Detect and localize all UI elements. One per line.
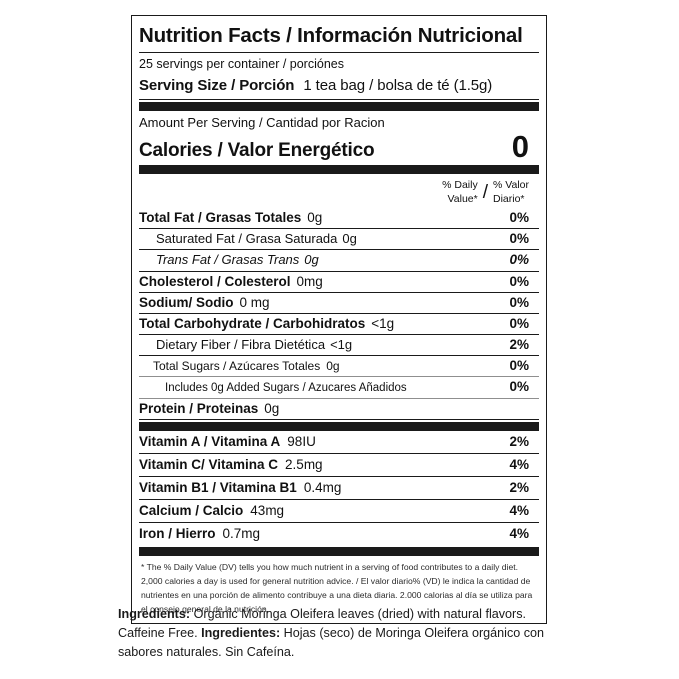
nutrient-percent: 0% [509,230,529,246]
servings-per-container: 25 servings per container / porciónes [139,56,344,71]
nutrient-percent: 0% [509,252,529,268]
vitamin-percent: 2% [509,479,529,495]
vitamin-amount: 98IU [287,433,316,449]
dv-head-line1-es: % Valor [493,179,529,192]
nutrient-amount: 0g [304,252,319,268]
nutrition-facts-panel: Nutrition Facts / Información Nutriciona… [131,15,547,624]
nutrient-row: Trans Fat / Grasas Trans 0g 0% [139,250,539,272]
vitamin-percent: 2% [509,433,529,449]
nutrient-row: Total Sugars / Azúcares Totales 0g 0% [139,356,539,378]
calories-row: Calories / Valor Energético 0 [139,129,539,164]
ingredients-text-es: Hojas (seco) de Moringa Oleifera orgánic… [118,626,545,660]
vitamin-row: Calcium / Calcio 43mg 4% [139,500,539,523]
nutrient-percent: 0% [509,209,529,225]
nutrient-row: Protein / Proteinas 0g [139,399,539,420]
nutrient-name: Total Sugars / Azúcares Totales 0g [153,359,340,374]
serving-size-label: Serving Size / Porción [139,76,295,94]
nutrient-row: Dietary Fiber / Fibra Dietética <1g 2% [139,335,539,357]
nutrient-row: Total Carbohydrate / Carbohidratos <1g 0% [139,314,539,335]
serving-size-row: Serving Size / Porción 1 tea bag / bolsa … [139,74,539,100]
vitamin-row: Iron / Hierro 0.7mg 4% [139,523,539,545]
vitamin-row: Vitamin C/ Vitamina C 2.5mg 4% [139,454,539,477]
ingredients-label-en: Ingredients: [118,607,191,621]
nutrient-name: Cholesterol / Colesterol 0mg [139,273,323,289]
nutrient-row: Sodium/ Sodio 0 mg 0% [139,293,539,314]
nutrient-name: Total Carbohydrate / Carbohidratos <1g [139,315,395,331]
nutrient-amount: <1g [371,315,395,331]
daily-value-header-spanish: % Valor Diario* [493,179,539,205]
nutrient-row: Total Fat / Grasas Totales 0g 0% [139,208,539,229]
nutrient-amount: 0mg [296,273,323,289]
thick-divider-top [139,101,539,111]
calories-value: 0 [511,129,529,164]
nutrient-amount: 0g [342,230,357,246]
nutrient-percent: 0% [509,294,529,310]
vitamin-name: Vitamin B1 / Vitamina B1 0.4mg [139,479,342,495]
nutrient-rows: Total Fat / Grasas Totales 0g 0% Saturated … [139,208,539,420]
dv-header-slash: / [482,182,488,204]
thick-divider-vitamins [139,421,539,431]
dv-head-line2-es: Diario* [493,192,525,205]
vitamin-percent: 4% [509,525,529,541]
dv-head-line1: % Daily [442,179,478,192]
nutrient-name: Trans Fat / Grasas Trans 0g [156,252,319,268]
nutrient-name: Total Fat / Grasas Totales 0g [139,209,323,225]
thick-divider-calories [139,165,539,175]
ingredients-block: Ingredients: Organic Moringa Oleifera le… [118,605,568,662]
ingredients-label-es: Ingredientes: [201,626,281,641]
vitamin-amount: 0.7mg [222,525,261,541]
nutrient-percent: 0% [509,379,529,395]
panel-title: Nutrition Facts / Información Nutriciona… [139,20,539,54]
daily-value-header: % Daily Value* / % Valor Diario* [139,174,539,207]
vitamin-name: Vitamin A / Vitamina A 98IU [139,433,316,449]
vitamin-row: Vitamin A / Vitamina A 98IU 2% [139,431,539,454]
nutrient-name: Saturated Fat / Grasa Saturada 0g [156,230,357,246]
ingredients-text-en: Organic Moringa Oleifera leaves (dried) … [118,607,527,641]
vitamin-percent: 4% [509,456,529,472]
vitamin-amount: 0.4mg [303,479,342,495]
nutrient-row: Includes 0g Added Sugars / Azucares Añad… [139,377,539,399]
amount-per-serving-label: Amount Per Serving / Cantidad por Racion [139,114,385,130]
vitamin-amount: 2.5mg [285,456,323,472]
vitamin-row: Vitamin B1 / Vitamina B1 0.4mg 2% [139,477,539,500]
nutrient-name: Includes 0g Added Sugars / Azucares Añad… [165,382,407,395]
serving-size-value: 1 tea bag / bolsa de té (1.5g) [303,76,493,94]
vitamin-amount: 43mg [250,502,285,518]
nutrient-name: Protein / Proteinas 0g [139,400,280,416]
nutrient-amount: 0g [326,359,340,374]
thick-divider-footnote [139,546,539,556]
calories-label: Calories / Valor Energético [139,140,375,162]
vitamin-rows: Vitamin A / Vitamina A 98IU 2% Vitamin C/ V… [139,431,539,545]
nutrient-percent: 0% [509,315,529,331]
nutrient-amount: 0 mg [239,294,270,310]
nutrient-row: Saturated Fat / Grasa Saturada 0g 0% [139,229,539,251]
nutrient-name: Dietary Fiber / Fibra Dietética <1g [156,336,353,352]
nutrient-row: Cholesterol / Colesterol 0mg 0% [139,272,539,293]
nutrient-percent: 2% [509,336,529,352]
vitamin-name: Calcium / Calcio 43mg [139,502,285,518]
vitamin-percent: 4% [509,502,529,518]
nutrient-amount: <1g [330,336,353,352]
nutrient-amount: 0g [264,400,280,416]
daily-value-header-english: % Daily Value* [442,179,478,205]
nutrient-percent: 0% [509,273,529,289]
daily-value-footnote: * The % Daily Value (DV) tells you how m… [141,561,533,614]
vitamin-name: Iron / Hierro 0.7mg [139,525,261,541]
nutrient-percent: 0% [509,358,529,374]
nutrient-amount: 0g [307,209,323,225]
vitamin-name: Vitamin C/ Vitamina C 2.5mg [139,456,323,472]
dv-head-line2: Value* [447,192,478,205]
nutrient-name: Sodium/ Sodio 0 mg [139,294,270,310]
